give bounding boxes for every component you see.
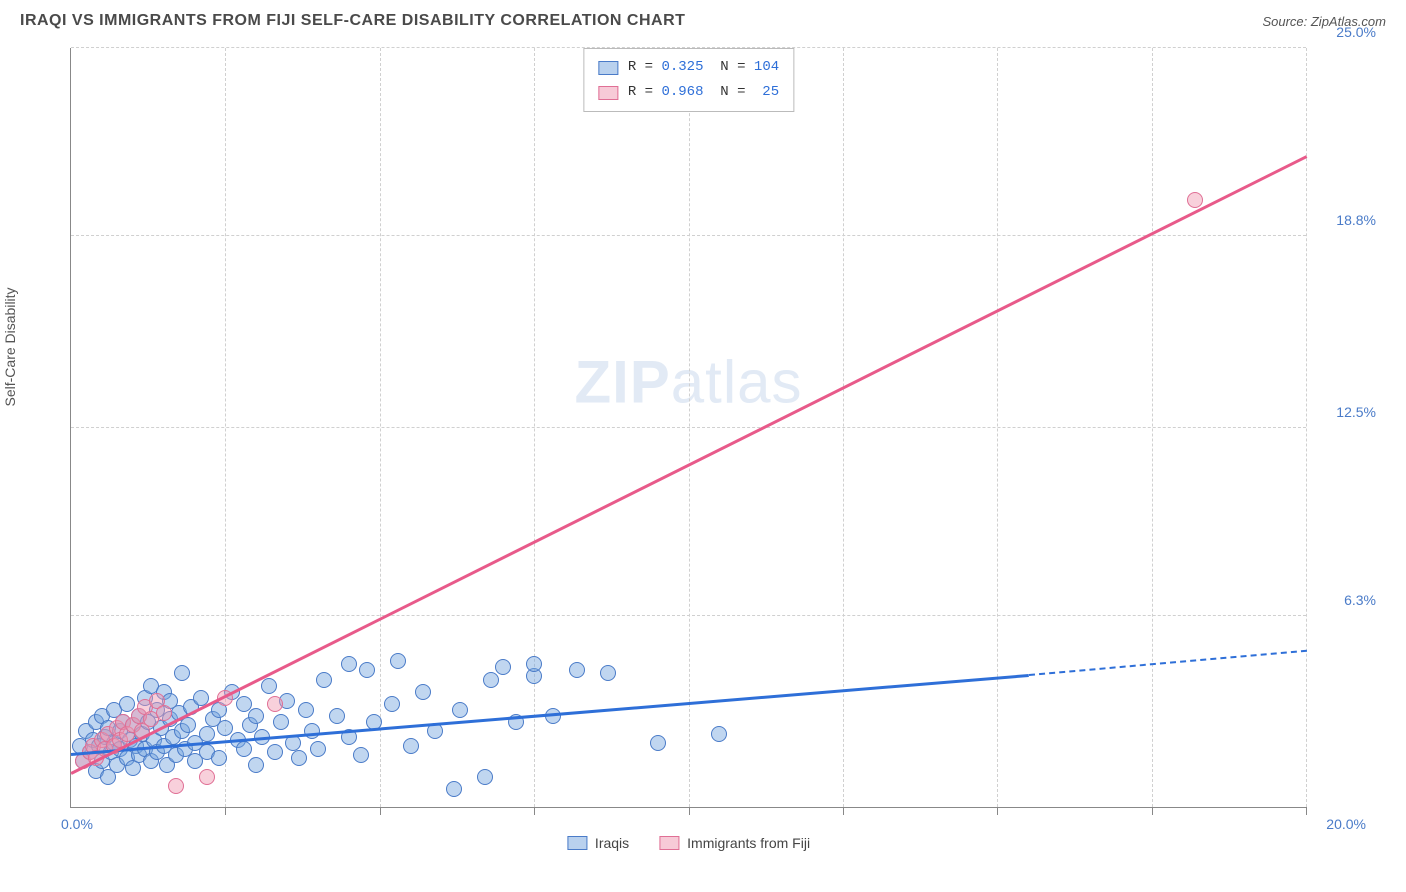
scatter-point bbox=[526, 656, 542, 672]
scatter-point bbox=[261, 678, 277, 694]
scatter-point bbox=[267, 744, 283, 760]
x-tick bbox=[1152, 807, 1153, 815]
gridline-v bbox=[689, 48, 690, 807]
trend-line-dashed bbox=[1029, 650, 1307, 676]
scatter-point bbox=[298, 702, 314, 718]
scatter-point bbox=[156, 705, 172, 721]
gridline-v bbox=[1306, 48, 1307, 807]
gridline-v bbox=[380, 48, 381, 807]
scatter-point bbox=[211, 750, 227, 766]
chart-container: Self-Care Disability ZIPatlas R = 0.325 … bbox=[20, 48, 1386, 868]
scatter-point bbox=[199, 769, 215, 785]
scatter-point bbox=[390, 653, 406, 669]
swatch-pink-icon bbox=[659, 836, 679, 850]
scatter-point bbox=[650, 735, 666, 751]
scatter-point bbox=[600, 665, 616, 681]
x-tick bbox=[689, 807, 690, 815]
chart-title: IRAQI VS IMMIGRANTS FROM FIJI SELF-CARE … bbox=[20, 12, 685, 30]
legend-item-fiji: Immigrants from Fiji bbox=[659, 835, 810, 851]
scatter-point bbox=[285, 735, 301, 751]
scatter-point bbox=[304, 723, 320, 739]
scatter-point bbox=[711, 726, 727, 742]
scatter-point bbox=[353, 747, 369, 763]
y-tick-label: 18.8% bbox=[1316, 212, 1376, 228]
scatter-point bbox=[236, 741, 252, 757]
scatter-point bbox=[168, 778, 184, 794]
x-tick bbox=[843, 807, 844, 815]
x-tick bbox=[534, 807, 535, 815]
x-tick bbox=[380, 807, 381, 815]
scatter-point bbox=[291, 750, 307, 766]
legend-row-pink: R = 0.968 N = 25 bbox=[598, 80, 779, 105]
scatter-point bbox=[384, 696, 400, 712]
scatter-point bbox=[495, 659, 511, 675]
x-tick bbox=[225, 807, 226, 815]
scatter-point bbox=[273, 714, 289, 730]
scatter-point bbox=[248, 757, 264, 773]
gridline-v bbox=[997, 48, 998, 807]
scatter-point bbox=[359, 662, 375, 678]
scatter-point bbox=[446, 781, 462, 797]
scatter-point bbox=[569, 662, 585, 678]
y-tick-label: 12.5% bbox=[1316, 404, 1376, 420]
swatch-blue-icon bbox=[567, 836, 587, 850]
scatter-point bbox=[199, 726, 215, 742]
y-tick-label: 25.0% bbox=[1316, 24, 1376, 40]
x-tick bbox=[997, 807, 998, 815]
scatter-point bbox=[403, 738, 419, 754]
plot-area: ZIPatlas R = 0.325 N = 104 R = 0.968 N =… bbox=[70, 48, 1306, 808]
scatter-point bbox=[483, 672, 499, 688]
x-max-label: 20.0% bbox=[1326, 816, 1366, 832]
swatch-pink-icon bbox=[598, 86, 618, 100]
scatter-point bbox=[452, 702, 468, 718]
scatter-point bbox=[1187, 192, 1203, 208]
legend-row-blue: R = 0.325 N = 104 bbox=[598, 55, 779, 80]
correlation-legend: R = 0.325 N = 104 R = 0.968 N = 25 bbox=[583, 48, 794, 112]
swatch-blue-icon bbox=[598, 61, 618, 75]
scatter-point bbox=[415, 684, 431, 700]
chart-header: IRAQI VS IMMIGRANTS FROM FIJI SELF-CARE … bbox=[0, 0, 1406, 38]
scatter-point bbox=[477, 769, 493, 785]
scatter-point bbox=[180, 717, 196, 733]
x-tick bbox=[1306, 807, 1307, 815]
scatter-point bbox=[236, 696, 252, 712]
scatter-point bbox=[248, 708, 264, 724]
scatter-point bbox=[310, 741, 326, 757]
y-tick-label: 6.3% bbox=[1316, 592, 1376, 608]
scatter-point bbox=[174, 665, 190, 681]
scatter-point bbox=[316, 672, 332, 688]
scatter-point bbox=[341, 656, 357, 672]
gridline-v bbox=[1152, 48, 1153, 807]
scatter-point bbox=[267, 696, 283, 712]
scatter-point bbox=[119, 696, 135, 712]
gridline-v bbox=[534, 48, 535, 807]
y-axis-label: Self-Care Disability bbox=[2, 287, 18, 406]
gridline-v bbox=[843, 48, 844, 807]
legend-item-iraqis: Iraqis bbox=[567, 835, 629, 851]
scatter-point bbox=[329, 708, 345, 724]
x-origin-label: 0.0% bbox=[61, 816, 93, 832]
series-legend: Iraqis Immigrants from Fiji bbox=[567, 835, 810, 851]
